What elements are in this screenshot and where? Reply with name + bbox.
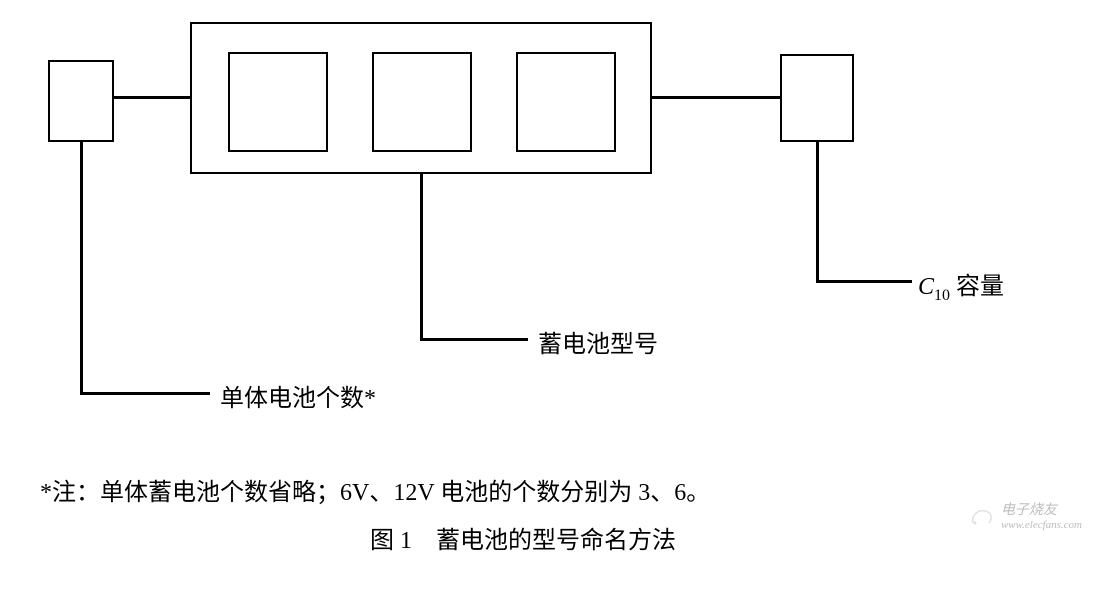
label-right: C10 容量 (918, 266, 1004, 305)
figure-caption: 图 1 蓄电池的型号命名方法 (370, 520, 676, 555)
box-left-small (48, 60, 114, 142)
box-inner-2 (372, 52, 472, 152)
watermark-text: 电子烧友 (1001, 499, 1082, 519)
watermark: 电子烧友 www.elecfans.com (969, 499, 1082, 531)
footnote: *注：单体蓄电池个数省略；6V、12V 电池的个数分别为 3、6。 (40, 472, 710, 507)
leader-left-horizontal (80, 392, 210, 395)
leader-left-vertical (80, 142, 83, 394)
leader-right-vertical (816, 142, 819, 282)
leader-mid-vertical (420, 174, 423, 340)
label-mid: 蓄电池型号 (538, 324, 658, 359)
diagram-canvas: 单体电池个数* 蓄电池型号 C10 容量 *注：单体蓄电池个数省略；6V、12V… (0, 0, 1094, 591)
box-inner-3 (516, 52, 616, 152)
leader-right-horizontal (816, 280, 912, 283)
label-right-suffix: 容量 (950, 274, 1004, 300)
label-right-prefix: C (918, 274, 934, 300)
connector-container-to-right (652, 96, 780, 99)
watermark-url: www.elecfans.com (1001, 519, 1082, 531)
watermark-icon (969, 503, 997, 527)
box-right-small (780, 54, 854, 142)
box-inner-1 (228, 52, 328, 152)
connector-left-to-container (114, 96, 190, 99)
label-left: 单体电池个数* (220, 378, 376, 413)
leader-mid-horizontal (420, 338, 528, 341)
label-right-sub: 10 (934, 287, 950, 304)
